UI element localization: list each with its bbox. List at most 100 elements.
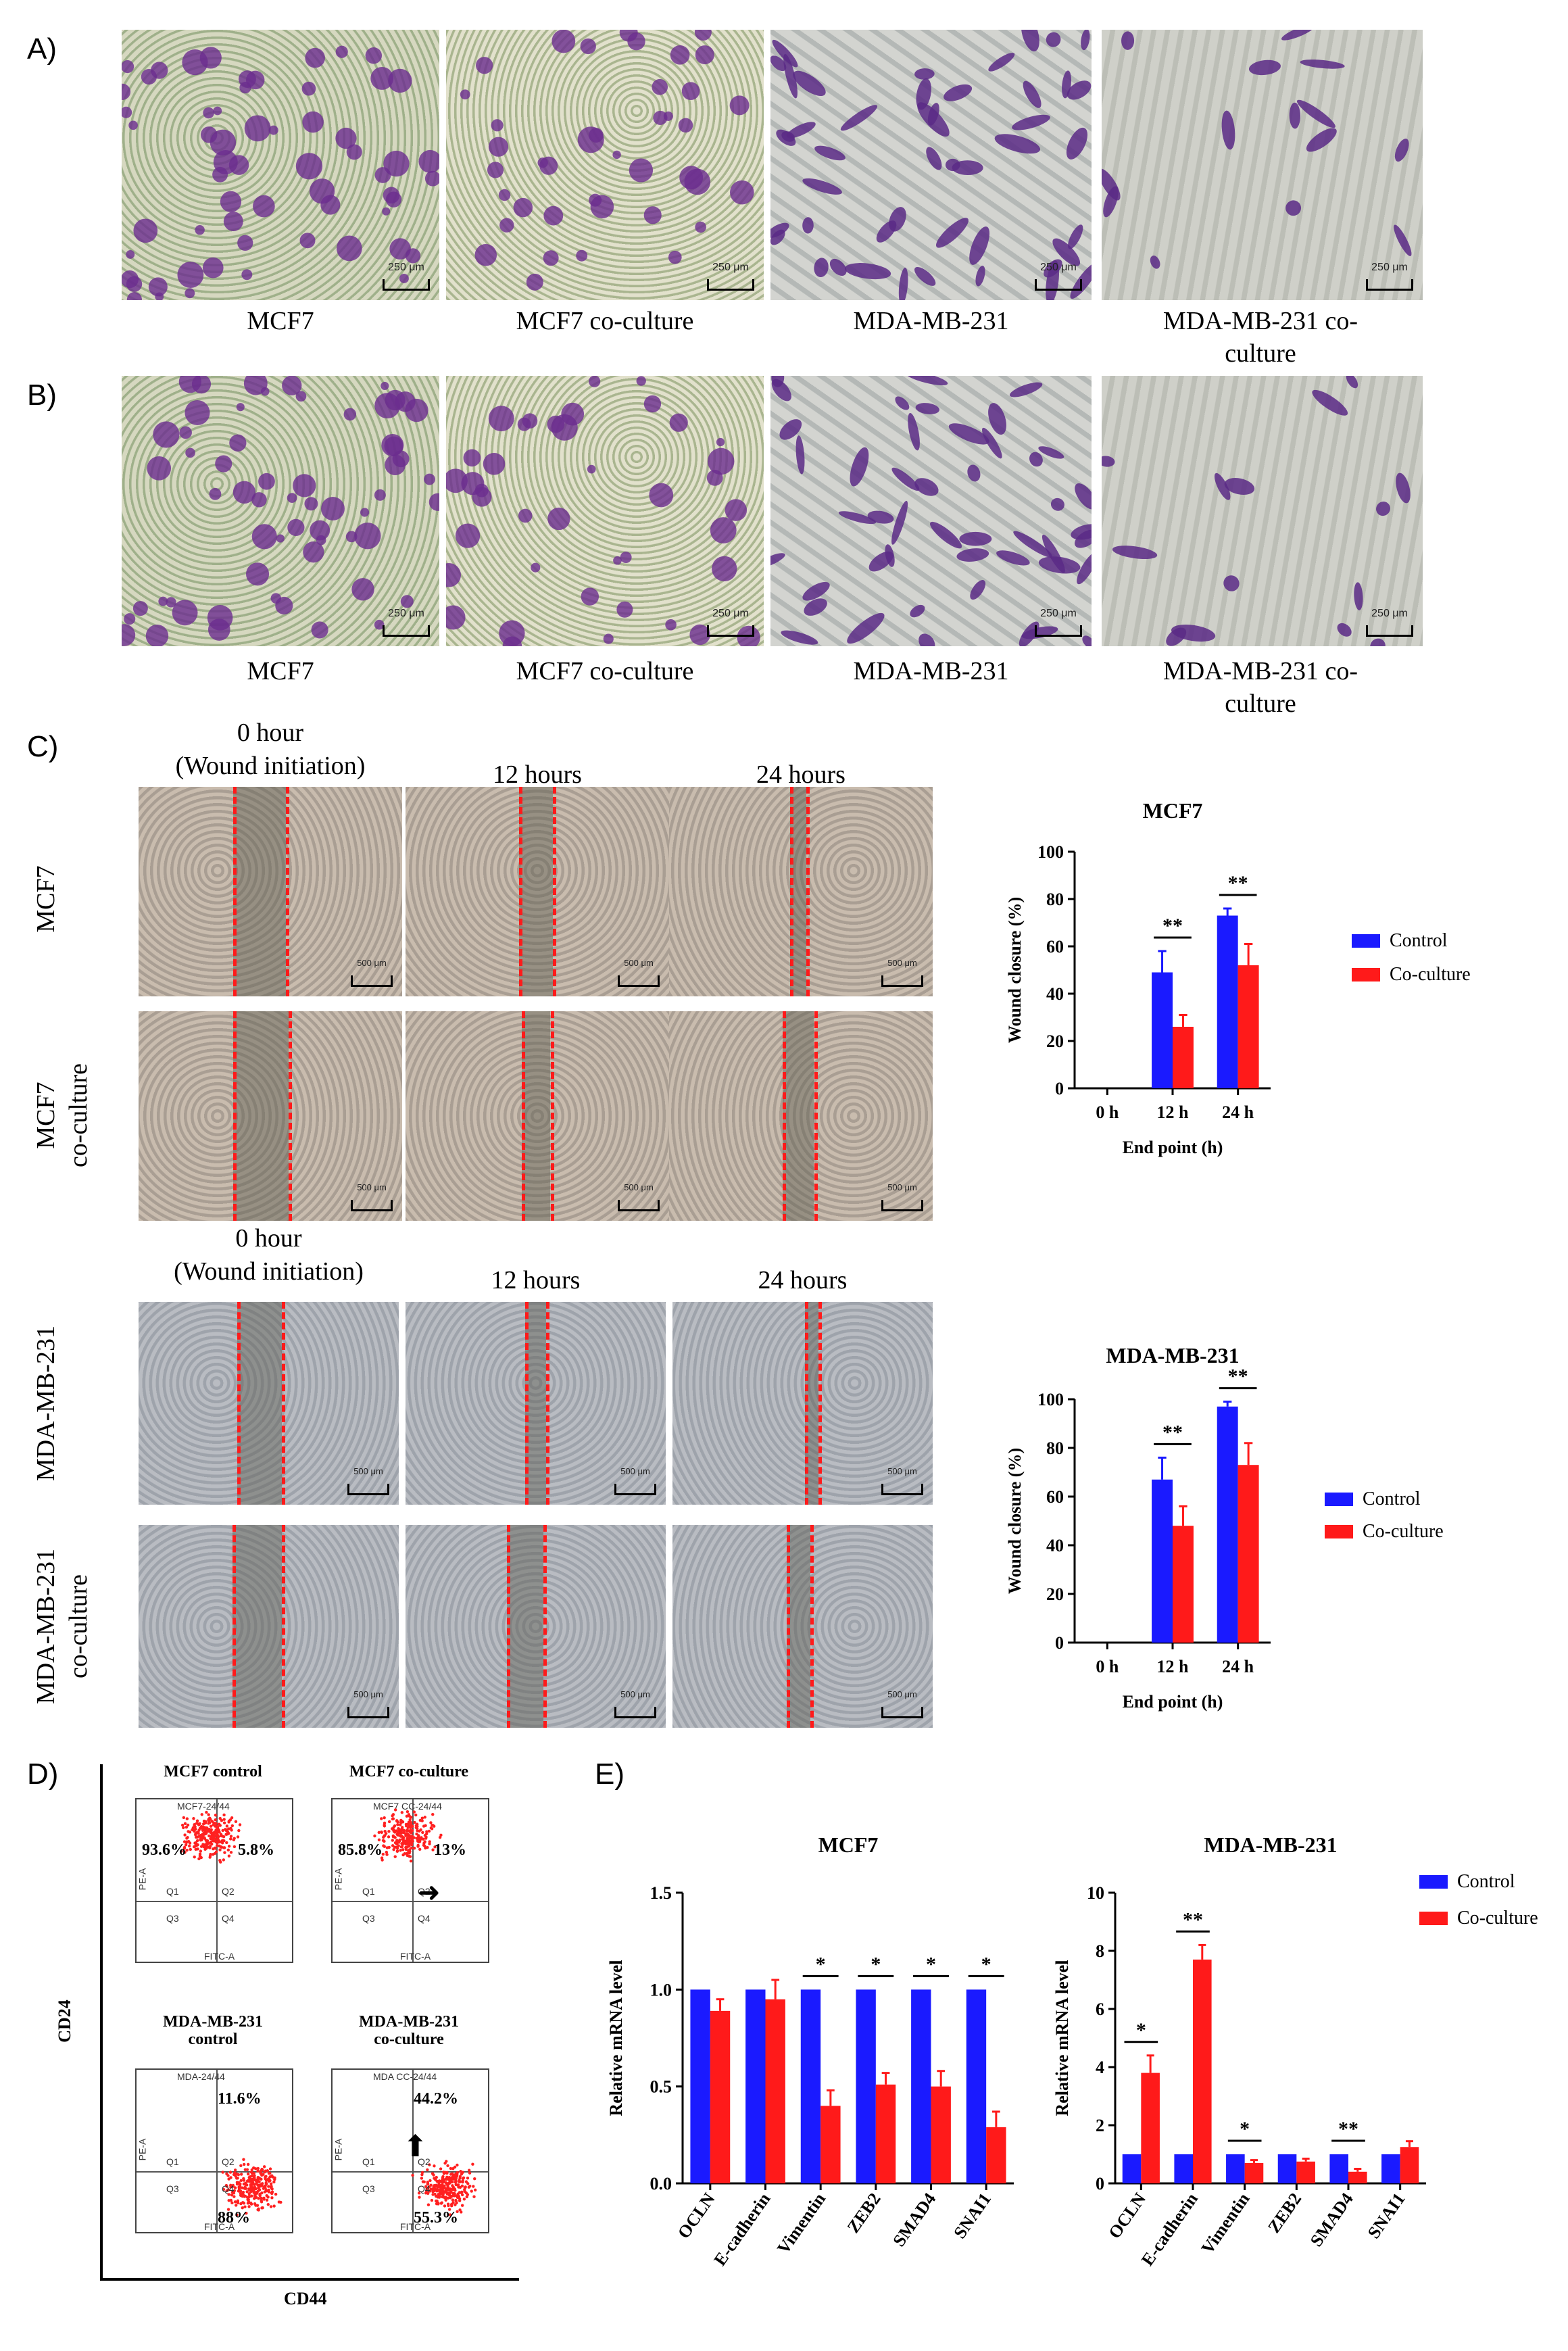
event [431,2189,435,2194]
wound-mda-tile-1-1: 500 μm [406,1525,666,1728]
flow-y-axis-name: PE-A [333,2138,344,2161]
event [226,1848,230,1852]
wound-edge-right [810,1525,814,1728]
scale-bar-label: 500 μm [887,1466,917,1476]
quadrant-label-0: Q1 [166,2156,179,2167]
cell [244,115,271,142]
cell [203,107,214,119]
flow-q1-percent: 85.8% [338,1841,383,1859]
bar-control-2 [1217,1406,1238,1643]
cell [253,195,275,218]
x-axis-label: End point (h) [1123,1138,1223,1157]
wound-edge-left [782,1011,786,1221]
event [393,1836,397,1839]
event [232,1845,237,1849]
event [428,1842,431,1845]
cell [581,587,599,606]
event [218,1848,222,1851]
event [193,1841,197,1845]
cell [970,580,986,600]
y-tick-label: 40 [1046,1536,1064,1555]
event [445,2183,449,2186]
cell [539,156,558,175]
event [260,2196,263,2200]
event [408,1855,412,1858]
bar-control-2 [1226,2154,1245,2183]
event [466,2182,470,2185]
chart-group: MCF7 0 20 40 60 80 100 Wound closure (%) End poi… [1005,798,1471,1157]
event [252,2166,255,2170]
event [237,1828,241,1833]
cell [898,267,908,300]
wound-mcf7-tile-1-0: 500 μm [139,1011,402,1221]
quadrant-label-1: Q2 [418,1886,431,1897]
event [227,1832,230,1835]
event [196,1843,199,1847]
event [230,1816,234,1820]
event [439,1833,443,1837]
event [254,2204,258,2207]
event [446,2164,449,2168]
event [401,1853,405,1857]
cell [814,258,829,278]
cell [829,258,847,276]
event [460,2204,464,2207]
wound-gap [233,787,287,996]
scale-bar: 500 μm [614,1466,656,1495]
event [250,2194,253,2198]
chart-group: MCF7 0.0 0.5 1.0 1.5 Relative mRNA level OCLNE… [606,1833,1014,2269]
event [421,1831,424,1835]
x-tick-label: SNAI1 [950,2189,995,2242]
event [473,2188,477,2192]
event [405,1814,409,1818]
bar-control-1 [1152,972,1173,1088]
event [444,2196,447,2199]
event [395,1846,399,1850]
event [431,2172,435,2175]
chart-mrna-mcf7: MCF7 0.0 0.5 1.0 1.5 Relative mRNA level OCLNE… [606,1833,1014,2269]
y-tick-label: 0.5 [650,2077,672,2097]
cell [917,102,950,137]
cell [982,427,1002,459]
event [381,1852,385,1856]
cell [695,45,714,65]
flow-plot-2: MDA-24/44 Q1 Q2 Q3 Q4 FITC-A PE-A 11.6% 88% [135,2068,293,2233]
event [225,2189,228,2192]
event [456,2163,459,2167]
cell [195,225,205,235]
stained-cells [460,30,754,291]
quadrant-label-2: Q3 [362,2183,375,2194]
bar-co-culture-1 [1173,1027,1194,1088]
wound-mda-header-1: 12 hours [491,1266,581,1294]
event [383,1845,387,1848]
scale-bar-label: 500 μm [887,958,917,968]
event [384,1832,388,1835]
x-tick-label: 0 h [1096,1102,1119,1122]
event [433,2164,436,2168]
cell [400,595,414,608]
bar-co-culture-2 [1238,1465,1259,1643]
event [233,2186,237,2189]
event [446,2202,450,2206]
event [205,1827,209,1831]
cell [668,250,682,264]
y-tick-label: 6 [1096,1999,1104,2019]
scale-bar-label: 500 μm [357,958,387,968]
cell [1012,114,1050,130]
event [438,1836,442,1839]
event [429,2183,433,2187]
flow-sample-name: MCF7 CC-24/44 [373,1801,442,1812]
event [266,2203,270,2206]
cell [653,110,668,125]
event [459,2170,462,2173]
event [252,2171,255,2175]
wound-edge-left [805,1302,809,1505]
y-axis-label: Wound closure (%) [1005,897,1025,1043]
event [441,2183,444,2187]
cell [166,597,176,608]
event [404,1841,408,1844]
cell [1102,456,1115,467]
scale-bar: 500 μm [881,958,923,987]
cell [295,391,307,402]
event [410,1837,414,1840]
